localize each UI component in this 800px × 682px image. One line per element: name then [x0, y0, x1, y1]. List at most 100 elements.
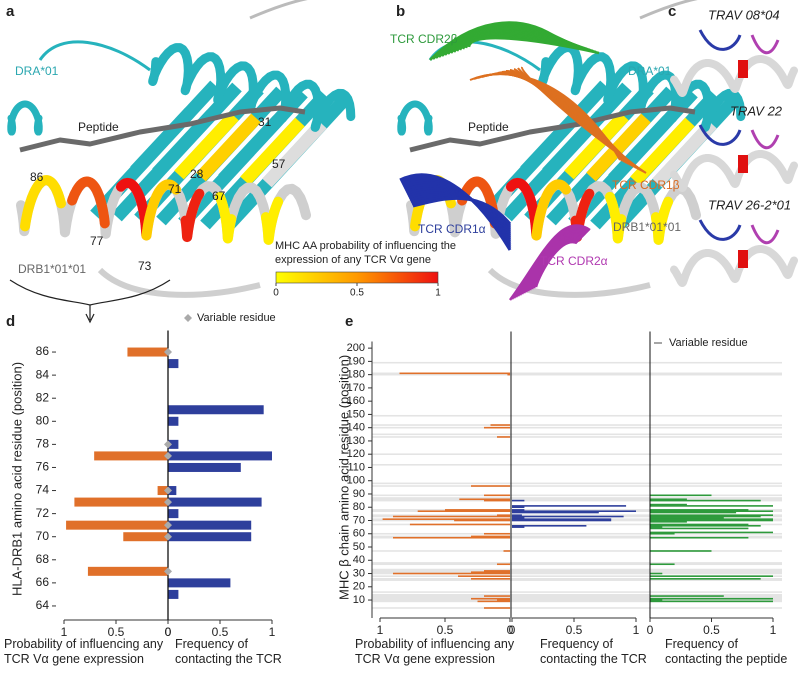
- bar: [484, 532, 510, 535]
- x-tick-label: 1: [770, 623, 777, 637]
- bar: [650, 521, 687, 523]
- structure-label: TCR CDR1α: [418, 222, 486, 236]
- variable-residue: [372, 485, 782, 487]
- variable-residue: [372, 426, 782, 429]
- tcr-loop: [521, 66, 647, 174]
- variable-residue: [372, 599, 782, 601]
- structure-label: DRB1*01*01: [613, 220, 681, 234]
- variable-residue: [372, 436, 782, 438]
- cdr-loop: [750, 34, 780, 54]
- bar: [471, 597, 510, 600]
- bar: [471, 535, 510, 538]
- bar: [650, 519, 773, 522]
- helix: [397, 100, 433, 136]
- bar: [458, 575, 510, 577]
- x-tick-label: 0: [509, 623, 516, 637]
- bar: [127, 347, 168, 357]
- variable-residue: [372, 464, 782, 466]
- helix: [670, 150, 798, 192]
- x-tick-label: 0: [165, 625, 172, 639]
- strand: [130, 107, 195, 176]
- helix: [670, 55, 798, 97]
- panel-label: e: [345, 313, 353, 330]
- structure-label: DRB1*01*01: [18, 262, 86, 276]
- bar: [650, 563, 675, 566]
- variable-residue: [372, 499, 782, 502]
- bar: [409, 523, 510, 526]
- bar: [512, 510, 636, 513]
- y-tick-label: 50: [353, 541, 365, 553]
- bar: [168, 439, 179, 449]
- colorbar-tick-label: 1: [435, 288, 441, 299]
- variable-residue: [372, 563, 782, 566]
- structure-label: TCR CDR2β: [390, 32, 458, 46]
- variable-residue: [372, 595, 782, 597]
- colorbar-title: MHC AA probability of influencing the ex…: [275, 240, 456, 266]
- variable-residue: [372, 570, 782, 572]
- y-tick-label: 10: [353, 594, 365, 606]
- y-tick-label: 130: [347, 435, 365, 447]
- y-tick-label: 140: [347, 422, 365, 434]
- bar: [650, 575, 773, 577]
- x-tick-label: 0.5: [566, 623, 583, 637]
- bar: [650, 509, 749, 511]
- structure-label: TCR CDR2α: [540, 254, 608, 268]
- variable-residue: [372, 568, 782, 571]
- variable-residue: [372, 591, 782, 593]
- cdr-loop: [750, 224, 780, 244]
- y-tick-label: 70: [353, 514, 365, 526]
- bar: [507, 373, 510, 376]
- y-tick-label: 200: [347, 342, 365, 354]
- structure-label: 31: [258, 115, 272, 129]
- bar: [497, 563, 510, 566]
- bar: [417, 510, 510, 513]
- structure-label: DRA*01: [15, 64, 59, 78]
- bar: [459, 498, 510, 501]
- variable-residue: [164, 348, 172, 357]
- bar: [650, 517, 724, 519]
- bar: [650, 514, 773, 516]
- bar: [393, 572, 510, 575]
- variable-residue: [372, 535, 782, 538]
- panel-c-view: [670, 124, 798, 192]
- strand: [196, 113, 261, 182]
- variable-residue: [164, 532, 172, 541]
- strand: [174, 111, 239, 180]
- y-tick-label: 150: [347, 408, 365, 420]
- x-tick-label: 0.5: [108, 625, 125, 639]
- bracket-arrow: [9, 279, 171, 306]
- peptide: [19, 105, 306, 153]
- variable-residue: [372, 372, 782, 375]
- bar: [650, 597, 773, 600]
- bar: [650, 498, 687, 501]
- helix: [260, 196, 284, 245]
- bar: [382, 518, 510, 520]
- bar: [650, 518, 773, 520]
- variable-residue: [372, 373, 782, 376]
- contact-spot: [738, 60, 748, 78]
- tcr-loop: [534, 240, 578, 288]
- y-tick-label: 20: [353, 581, 365, 593]
- variable-residue: [372, 498, 782, 501]
- strand: [240, 117, 305, 186]
- helix: [141, 179, 181, 241]
- variable-residue: [164, 567, 172, 576]
- bar: [650, 523, 749, 526]
- variable-residue: [372, 424, 782, 426]
- bar: [512, 526, 525, 528]
- bar: [490, 424, 510, 426]
- tcr-loop: [412, 196, 512, 225]
- loop: [38, 40, 151, 72]
- variable-residue: [372, 593, 782, 596]
- bar: [650, 599, 663, 601]
- variable-residue: [164, 451, 172, 460]
- variable-residue: [372, 562, 782, 564]
- x-tick-label: 1: [61, 625, 68, 639]
- variable-residue: [372, 514, 782, 516]
- variable-residue: [164, 498, 172, 507]
- y-tick-label: 60: [353, 528, 365, 540]
- bar: [66, 520, 168, 530]
- bar: [497, 514, 510, 516]
- panel-label: b: [396, 3, 405, 20]
